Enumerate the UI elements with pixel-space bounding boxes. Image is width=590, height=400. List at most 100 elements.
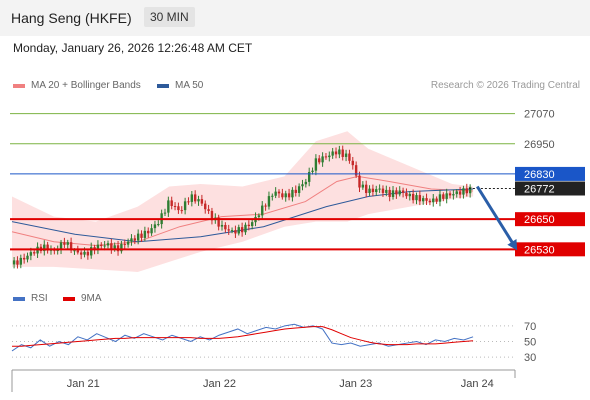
candle-body [207,209,210,211]
candle-body [96,244,100,251]
level-label: 26530 [524,244,555,256]
candle-body [26,255,29,260]
level-label-box [515,166,585,181]
candle-body [110,243,113,250]
candle-body [197,199,200,202]
candle-body [351,160,354,166]
legend-ma50-label: MA 50 [175,80,204,91]
candle-body [385,189,388,193]
candle-body [408,193,411,197]
candle-body [227,229,230,231]
candle-body [29,252,33,256]
legend-rsi-label: RSI [31,293,48,304]
candle-body [287,193,291,198]
candle-body [59,242,63,251]
candle-body [318,158,321,163]
candle-body [311,170,314,172]
candle-body [66,242,69,245]
legend-9ma-label: 9MA [81,293,102,304]
candle-body [200,199,204,204]
candle-body [294,189,297,193]
candle-body [100,244,103,246]
candle-body [140,233,143,238]
candle-body [150,228,153,234]
candle-body [106,243,110,246]
candle-body [143,230,147,238]
candle-body [361,184,365,188]
level-label-box [515,181,585,196]
candle-body [388,189,391,197]
candle-body [33,252,36,254]
candle-body [123,243,126,245]
candle-body [237,227,240,234]
rsi-tick-label: 70 [524,321,536,333]
candle-body [187,201,190,203]
candle-body [204,203,207,210]
candle-body [19,257,23,265]
candle-body [234,230,237,234]
candle-body [338,149,341,155]
level-label: 26650 [524,214,555,226]
candle-body [193,194,197,202]
legend-ma20: MA 20 + Bollinger Bands [13,80,141,91]
candle-body [56,250,59,252]
candle-body [261,205,264,216]
candle-body [73,250,76,252]
candle-body [274,191,277,196]
legend-9ma: 9MA [63,293,102,304]
candle-body [341,149,344,157]
interval-button[interactable]: 30 MIN [144,7,195,27]
candle-body [391,190,395,197]
candle-body [462,188,465,195]
candle-body [69,242,73,251]
rsi-line [11,323,474,352]
candle-body [264,205,267,207]
candle-body [448,193,452,196]
candle-body [378,188,381,190]
legend-ma20-label: MA 20 + Bollinger Bands [31,80,141,91]
candle-body [220,224,224,227]
level-label-box [515,242,585,257]
candle-body [130,238,133,242]
candle-body [358,175,361,188]
candle-body [76,250,80,253]
candle-body [250,222,254,227]
candle-body [46,244,49,251]
candle-body [344,153,348,157]
candle-body [291,189,294,198]
timestamp: Monday, January 26, 2026 12:26:48 AM CET [13,41,253,55]
candle-body [415,195,418,201]
chart-header: Hang Seng (HKFE) 30 MIN [0,0,590,36]
level-label: 27070 [524,109,555,121]
candle-body [90,247,93,256]
candle-body [452,194,455,196]
candle-body [348,153,351,161]
candle-body [63,242,66,245]
candle-body [126,241,130,245]
candle-body [465,188,468,194]
candle-body [375,189,378,193]
candle-body [468,186,472,194]
bollinger-band [12,131,474,272]
x-tick-label: Jan 21 [67,378,100,390]
level-label-box [515,212,585,227]
rsi-tick-label: 50 [524,337,536,349]
candle-body [371,188,375,193]
x-tick-label: Jan 22 [203,378,236,390]
legend-rsi: RSI [13,293,48,304]
candle-body [217,217,220,227]
rsi-tick-label: 30 [524,352,536,364]
candle-body [79,252,83,255]
candle-body [116,245,120,252]
candle-body [458,191,462,195]
candle-body [328,155,331,158]
candle-body [183,201,187,211]
candle-body [354,165,358,176]
candle-body [103,245,106,247]
legend-ma50: MA 50 [157,80,203,91]
candle-body [113,245,116,250]
rsi-swatch [13,296,25,301]
candle-body [267,196,271,207]
candle-body [321,156,324,163]
